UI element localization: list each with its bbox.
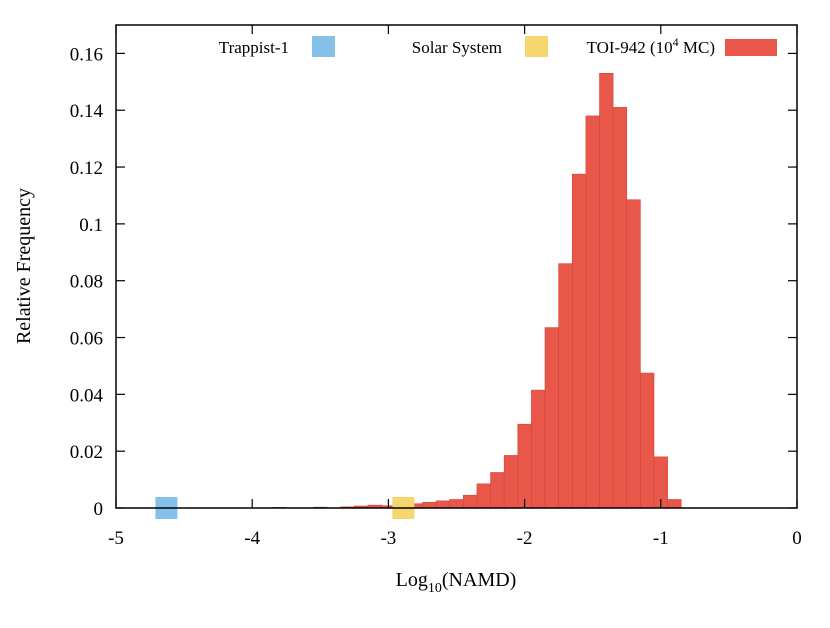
x-tick-label: -1: [653, 528, 669, 549]
histogram-bar: [599, 73, 614, 509]
legend-label-toi-942-main: TOI-942 (10: [587, 38, 673, 57]
histogram-bar: [517, 423, 532, 509]
histogram-bar: [463, 494, 478, 509]
x-axis-title-suffix: (NAMD): [442, 569, 516, 591]
legend-label-toi-942-suffix: MC): [679, 38, 715, 57]
histogram-bar: [640, 372, 655, 509]
histogram-bar: [544, 327, 559, 509]
histogram-bar: [476, 483, 491, 509]
histogram-bar: [435, 500, 450, 509]
histogram-bar: [585, 115, 600, 509]
histogram-bar: [667, 499, 682, 509]
histogram-bar: [422, 502, 437, 509]
histogram-bar: [612, 107, 628, 509]
y-tick-label: 0.08: [70, 272, 103, 293]
y-tick-label: 0.02: [70, 442, 103, 463]
y-tick-label: 0.06: [70, 329, 103, 350]
legend: Trappist-1 Solar System TOI-942 (104 MC): [219, 35, 777, 57]
y-tick-label: 0.12: [70, 158, 103, 179]
histogram-bars: [272, 73, 682, 509]
plot-frame: [115, 24, 798, 509]
y-axis-title: Relative Frequency: [13, 188, 35, 344]
histogram-bar: [531, 389, 546, 509]
x-axis-title-subscript: 10: [428, 581, 442, 596]
y-tick-label: 0.04: [70, 385, 104, 406]
legend-swatch-trappist-1: [312, 36, 335, 57]
x-tick-label: -5: [108, 528, 124, 549]
histogram-bar: [626, 199, 641, 509]
y-tick-label: 0.14: [70, 101, 104, 122]
histogram-bar: [449, 499, 464, 509]
x-tick-label: -2: [517, 528, 533, 549]
legend-label-toi-942: TOI-942 (104 MC): [587, 35, 715, 57]
legend-swatch-solar-system: [525, 36, 548, 57]
histogram-bar: [503, 455, 519, 509]
histogram-bar: [490, 472, 505, 509]
y-tick-label: 0: [94, 499, 104, 520]
x-tick-label: 0: [792, 528, 802, 549]
x-tick-label: -3: [380, 528, 396, 549]
histogram-bar: [571, 173, 587, 509]
x-axis-title: Log10(NAMD): [396, 569, 517, 596]
y-tick-label: 0.16: [70, 44, 103, 65]
x-axis-title-main: Log: [396, 569, 428, 591]
legend-swatch-toi-942: [725, 39, 777, 56]
legend-label-solar-system: Solar System: [412, 38, 502, 57]
legend-label-toi-942-superscript: 4: [673, 35, 679, 49]
y-tick-label: 0.1: [79, 215, 103, 236]
legend-label-trappist-1: Trappist-1: [219, 38, 289, 57]
x-tick-label: -4: [244, 528, 260, 549]
axis-ticks: -5 -4 -3 -2 -1 0 0 0.02 0.04 0.06 0.08 0.1 0.12 0.14 0…: [70, 25, 802, 549]
histogram-bar: [558, 263, 573, 509]
